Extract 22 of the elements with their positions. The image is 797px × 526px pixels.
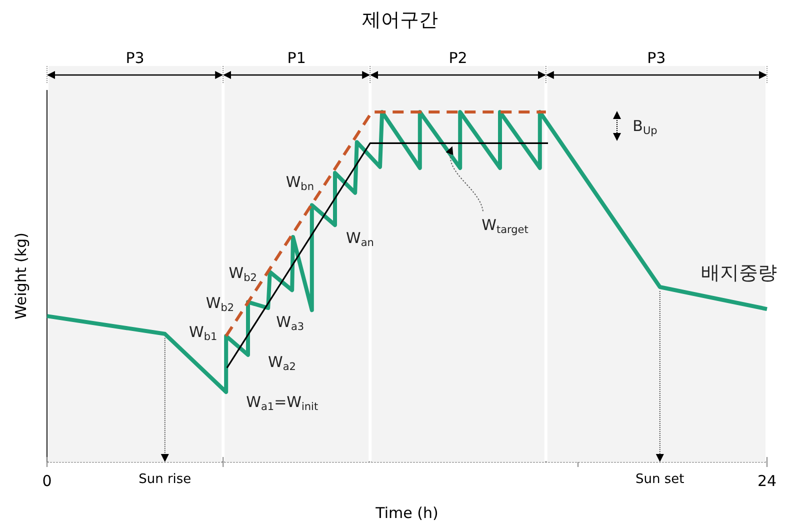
band-label: P3 — [126, 49, 144, 67]
annotation: W$_{a3}$ — [276, 313, 304, 333]
band-label: P3 — [647, 49, 666, 67]
annotation: W$_{target}$ — [482, 216, 528, 236]
chart-title: 제어구간 — [362, 9, 438, 31]
annotation: W$_{bn}$ — [286, 173, 314, 193]
annotation: W$_{b2}$ — [228, 264, 257, 284]
y-axis-title: Weight (kg) — [12, 232, 30, 320]
series-label: 배지중량 — [701, 262, 777, 284]
x-tick-label: 0 — [42, 472, 52, 490]
ref-line-label: Sun rise — [138, 472, 192, 487]
x-tick-label: 24 — [757, 472, 777, 490]
band-label: P1 — [287, 49, 306, 67]
annotation: W$_{b2}$ — [206, 294, 234, 314]
annotation: W$_{b1}$ — [189, 323, 218, 343]
x-axis-title: Time (h) — [374, 504, 438, 522]
ref-line-label: Sun set — [636, 472, 684, 487]
annotation: B$_{Up}$ — [632, 117, 658, 137]
annotation: W$_{a1}$=W$_{init}$ — [246, 393, 318, 413]
annotation: W$_{an}$ — [346, 229, 374, 249]
band-label: P2 — [448, 49, 468, 67]
annotation: W$_{a2}$ — [268, 352, 296, 373]
